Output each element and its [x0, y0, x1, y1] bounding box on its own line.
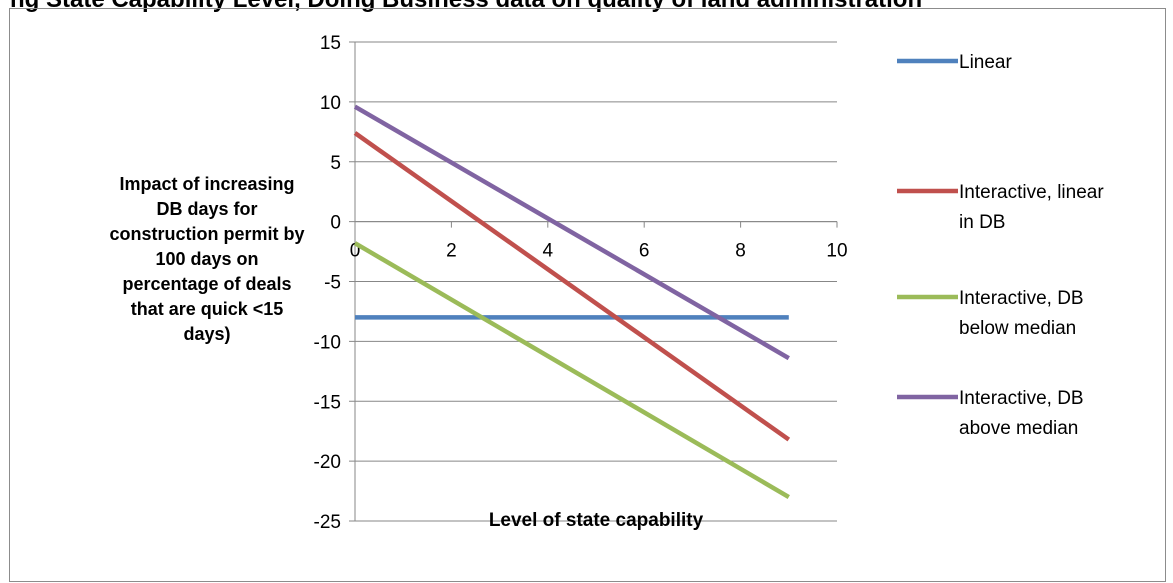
- x-axis-label: Level of state capability: [489, 510, 704, 531]
- x-tick-label: 4: [543, 241, 554, 262]
- legend-label: Linear: [959, 52, 1012, 73]
- x-tick-labels: 0 2 4 6 8 10: [350, 241, 848, 262]
- y-tick-label: -5: [324, 273, 341, 294]
- y-tick-label: -10: [314, 332, 341, 353]
- legend: Linear Interactive, linear in DB Interactiv…: [897, 52, 1104, 439]
- y-tick-label: -15: [314, 392, 341, 413]
- y-tick-labels: 15 10 5 0 -5 -10 -15 -20 -25: [314, 33, 341, 533]
- series-line-4: [353, 104, 790, 361]
- series-line-3: [353, 241, 790, 499]
- y-axis-label: Impact of increasing DB days for constru…: [109, 174, 305, 344]
- x-tick-label: 2: [446, 241, 457, 262]
- y-tick-label: 0: [330, 213, 341, 234]
- y-tick-label: 10: [320, 93, 341, 114]
- page-title: ng State Capability Level, Doing Busines…: [0, 0, 1173, 12]
- x-tick-label: 0: [350, 241, 361, 262]
- y-tick-label: -25: [314, 512, 341, 533]
- legend-label: Interactive, linear in DB: [959, 182, 1104, 233]
- legend-label: Interactive, DB above median: [959, 388, 1084, 439]
- x-tick-label: 10: [826, 241, 847, 262]
- y-tick-label: 15: [320, 33, 341, 54]
- legend-label: Interactive, DB below median: [959, 288, 1084, 339]
- y-tick-label: -20: [314, 452, 341, 473]
- x-tick-label: 8: [735, 241, 746, 262]
- series-line-2: [353, 131, 791, 442]
- series-lines: [353, 104, 791, 499]
- chart-frame: [9, 8, 1166, 582]
- y-tick-label: 5: [330, 153, 341, 174]
- x-tick-label: 6: [639, 241, 650, 262]
